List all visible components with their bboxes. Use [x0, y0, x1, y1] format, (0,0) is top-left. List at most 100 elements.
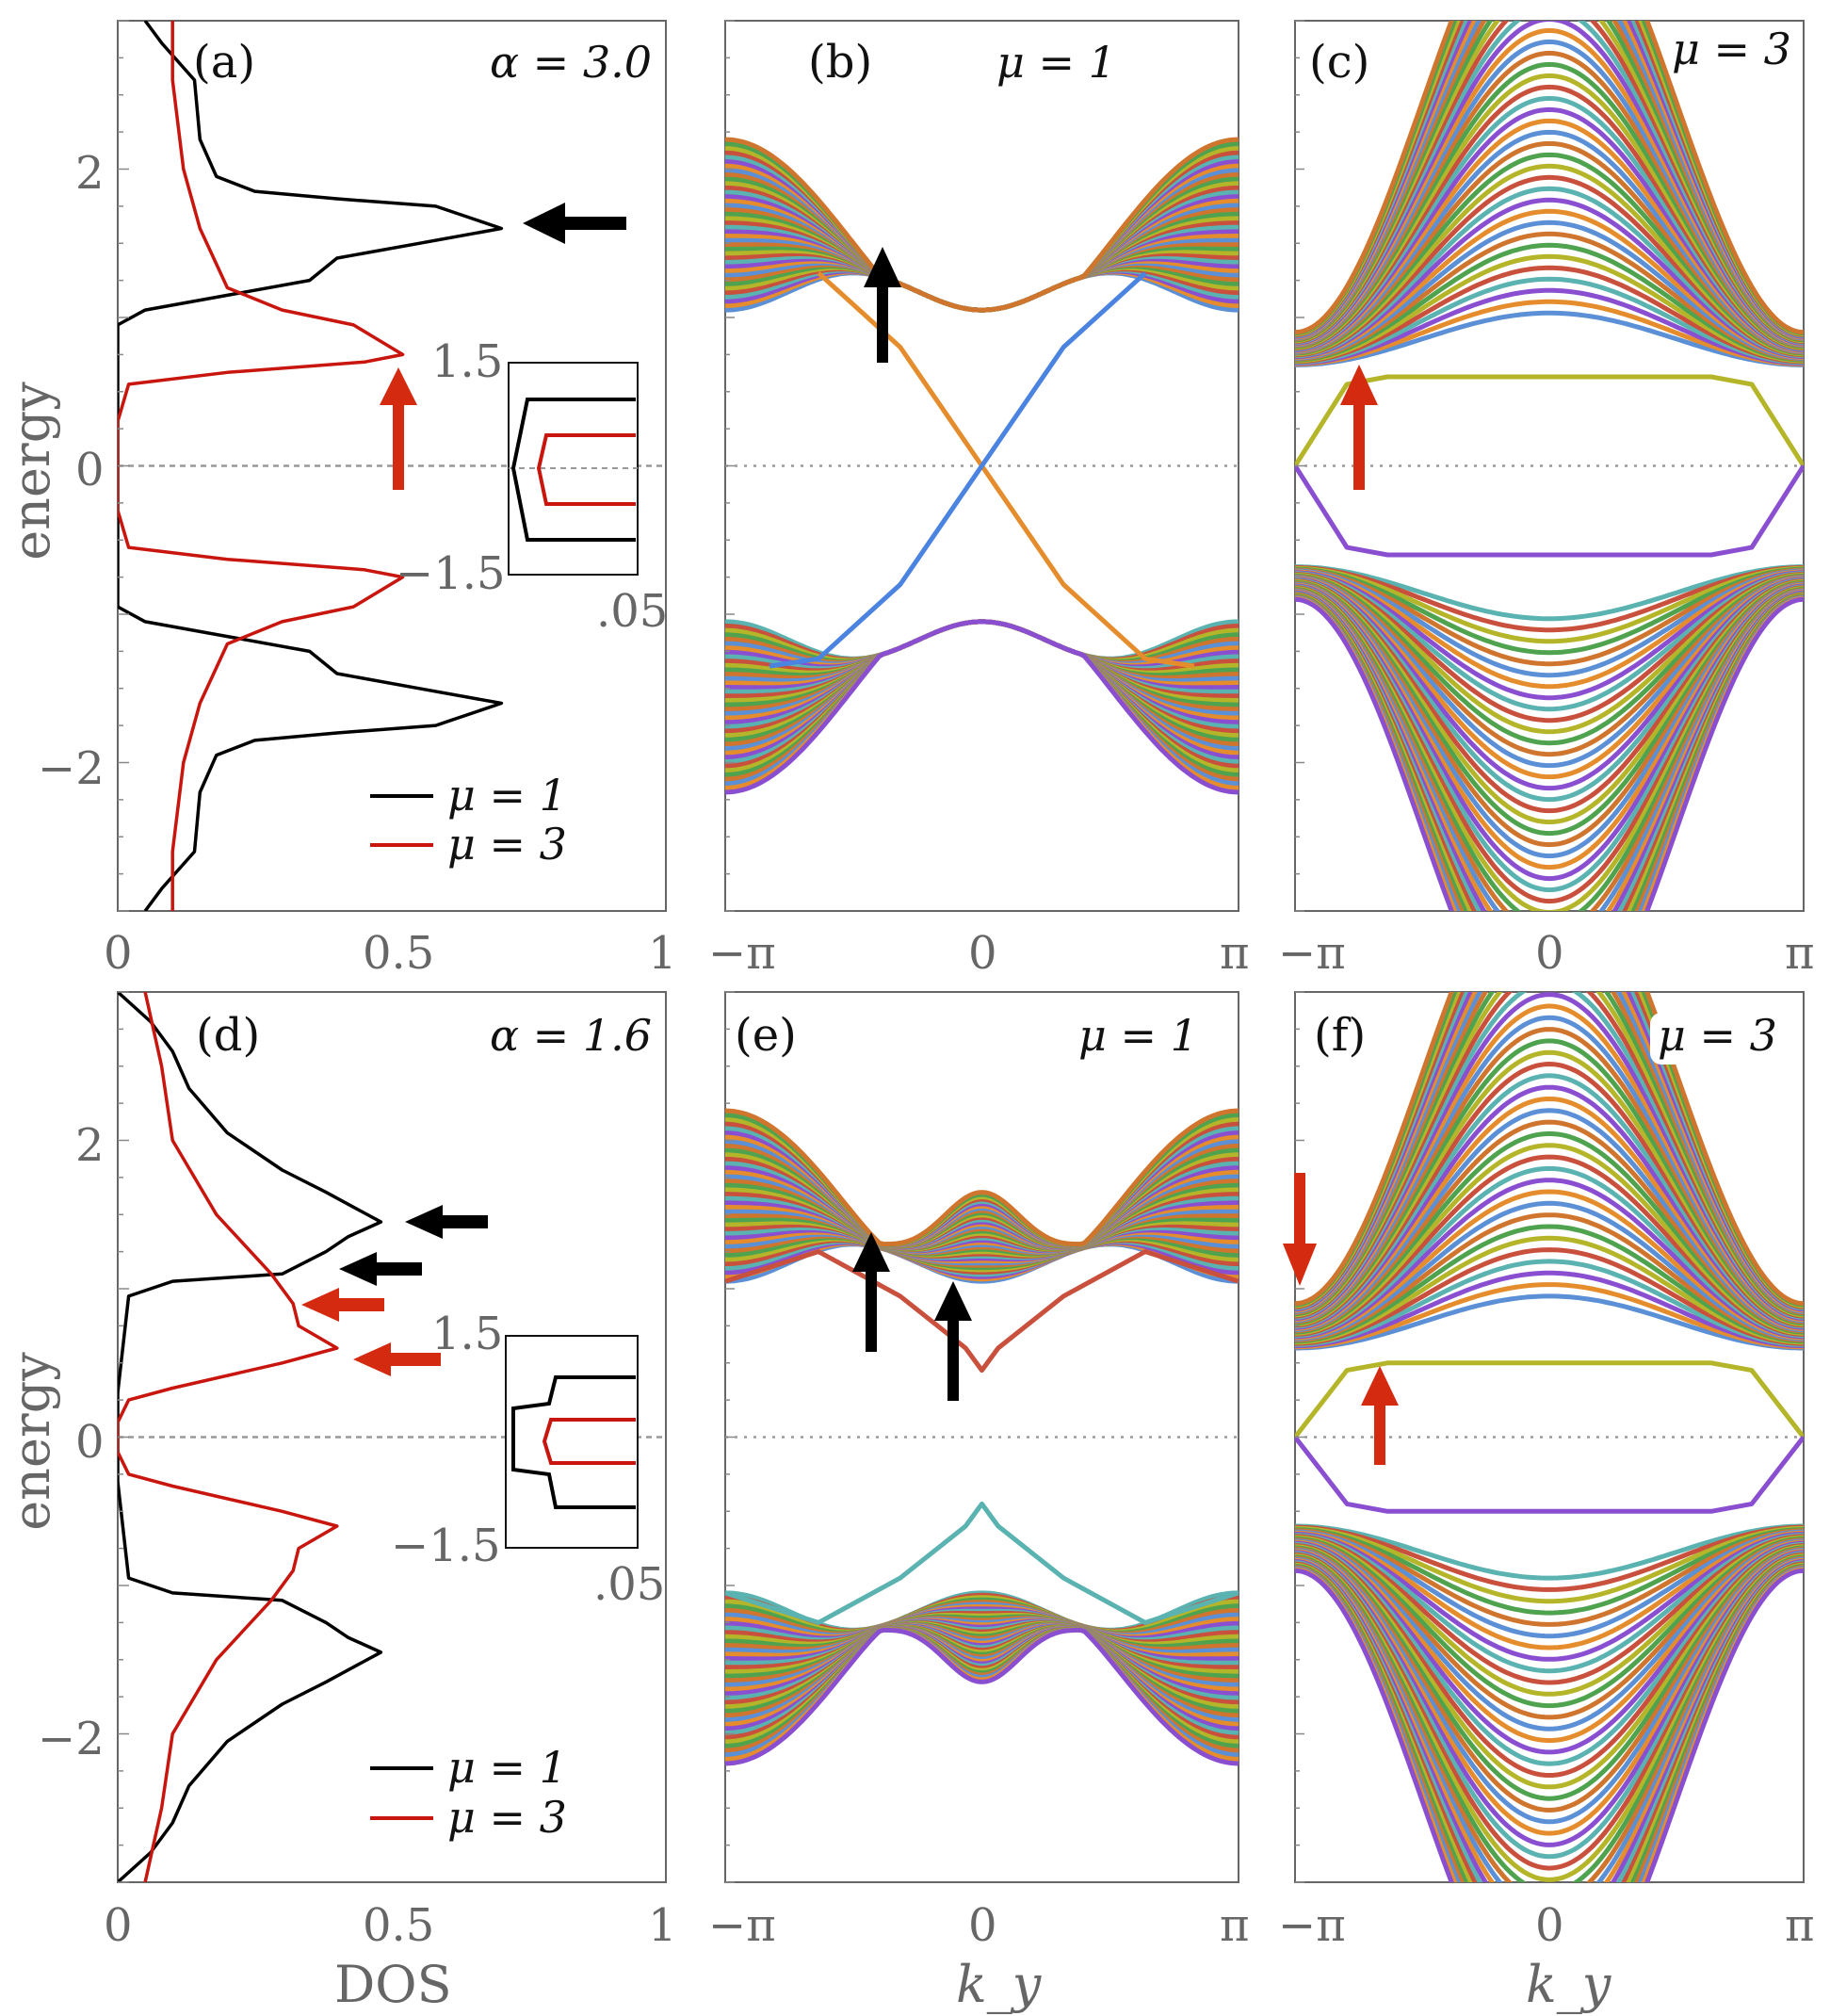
bulk-band	[1295, 299, 1804, 366]
inset-a-tick-top: 1.5	[431, 335, 503, 388]
bulk-band	[1295, 1270, 1804, 1349]
arrow-f-red-up	[1361, 1366, 1399, 1465]
inset-a-tick-x: .05	[596, 585, 668, 638]
inset-d: 1.5 −1.5 .05	[391, 1308, 665, 1611]
ticks-b: −π 0 π	[708, 927, 1250, 980]
bulk-band	[1295, 1527, 1804, 1616]
panel-b-plot	[725, 20, 1239, 912]
bulk-band	[1295, 1247, 1804, 1346]
tick-c-x-0: 0	[1535, 927, 1564, 980]
bulk-band	[1295, 21, 1804, 335]
bulk-band	[1295, 1541, 1804, 1766]
bulk-band	[1295, 310, 1804, 367]
panel-b: (b) μ = 1	[724, 20, 1239, 912]
inset-d-mu1-curve	[511, 1375, 636, 1509]
arrow-b-black	[864, 247, 901, 363]
legend-d-mu1-label: μ = 1	[447, 1742, 567, 1793]
bulk-band	[1295, 1165, 1804, 1339]
bulk-band	[1295, 1538, 1804, 1731]
tick-d-y-2: 2	[75, 1119, 105, 1172]
panel-a: (a) α = 3.0	[117, 20, 667, 912]
arrow-d-red-2	[353, 1342, 441, 1376]
tick-e-x-pi: π	[1220, 1899, 1250, 1952]
bulk-band	[1295, 1130, 1804, 1335]
inset-d-tick-top: 1.5	[431, 1308, 503, 1360]
ticks-e: −π 0 π	[708, 1899, 1250, 1952]
bulk-band	[1295, 565, 1804, 633]
panel-f-annotation-bg	[1650, 1013, 1791, 1065]
tick-d-x-1: 1	[648, 1899, 677, 1952]
bulk-band	[725, 265, 1239, 313]
panel-f-plot	[1295, 991, 1804, 1883]
arrow-e-black-1	[852, 1232, 890, 1352]
edge-state-teal	[725, 1501, 1239, 1625]
bulk-band	[1295, 1528, 1804, 1627]
panel-c-series-group	[1295, 21, 1804, 911]
bulk-band	[1295, 992, 1804, 1307]
bulk-band	[1295, 572, 1804, 723]
bulk-band	[1295, 253, 1804, 364]
inset-d-tick-bottom: −1.5	[391, 1520, 501, 1572]
ticks-a: 0 0.5 1 2 0 −2	[38, 147, 677, 980]
panel-e: (e) μ = 1	[724, 991, 1239, 1883]
bulk-band	[725, 1108, 1239, 1247]
panel-e-annotation: μ = 1	[1078, 1010, 1198, 1061]
ticks-c: −π 0 π	[1278, 927, 1815, 980]
legend-d: μ = 1 μ = 3	[370, 1742, 567, 1843]
tick-e-x-0: 0	[968, 1899, 997, 1952]
panel-c-annotation: μ = 3	[1672, 24, 1791, 74]
tick-f-x-mpi: −π	[1278, 1899, 1346, 1952]
bulk-band	[1295, 276, 1804, 366]
bulk-band	[1295, 1259, 1804, 1347]
bulk-band	[1295, 575, 1804, 769]
bulk-band	[1295, 1568, 1804, 1882]
bulk-band	[1295, 1293, 1804, 1351]
bulk-band	[1295, 231, 1804, 362]
bulk-band	[1295, 1532, 1804, 1662]
tick-a-x-1: 1	[648, 927, 677, 980]
legend-a-mu3-label: μ = 3	[447, 819, 567, 870]
panel-e-series-group	[725, 1108, 1239, 1766]
panel-f-series-group	[1295, 992, 1804, 1882]
tick-d-y-0: 0	[75, 1416, 105, 1469]
tick-c-x-pi: π	[1785, 927, 1815, 980]
bulk-band	[1295, 565, 1804, 644]
bulk-band	[1295, 1534, 1804, 1685]
panel-d-annotation: α = 1.6	[490, 1010, 652, 1061]
bulk-band	[1295, 242, 1804, 363]
arrow-c-red	[1340, 365, 1378, 490]
bulk-band	[1295, 573, 1804, 735]
bulk-band	[725, 619, 1239, 795]
panel-b-annotation: μ = 1	[996, 37, 1116, 88]
bulk-band	[1295, 1525, 1804, 1604]
bulk-band	[1295, 568, 1804, 678]
edge-state-purple	[1295, 1435, 1804, 1514]
panel-f-label-bg	[1309, 1013, 1380, 1065]
bulk-band	[1295, 1533, 1804, 1674]
bulk-band	[1295, 1224, 1804, 1344]
dos-curve-mu3	[118, 992, 339, 1882]
bulk-band	[1295, 1540, 1804, 1755]
y-axis-title-top: energy	[2, 382, 61, 561]
tick-a-y-0: 0	[75, 444, 105, 496]
tick-a-y-2: 2	[75, 147, 105, 200]
panel-e-plot	[725, 991, 1239, 1883]
tick-a-x-0: 0	[104, 927, 133, 980]
bulk-band	[1295, 564, 1804, 622]
arrow-a-black	[523, 203, 626, 244]
ticks-f: −π 0 π	[1278, 1899, 1815, 1952]
bulk-band	[1295, 1212, 1804, 1342]
tick-f-x-pi: π	[1785, 1899, 1815, 1952]
panel-f-label: (f)	[1314, 1009, 1366, 1062]
bulk-band	[1295, 186, 1804, 359]
bulk-band	[1295, 569, 1804, 690]
bulk-band	[1295, 1119, 1804, 1334]
panel-b-series-group	[725, 137, 1239, 795]
bulk-band	[1295, 174, 1804, 358]
panel-c-plot	[1295, 20, 1804, 912]
edge-state-purple	[1295, 464, 1804, 558]
legend-d-mu3-label: μ = 3	[447, 1792, 567, 1843]
inset-d-frame	[505, 1335, 639, 1549]
legend-a: μ = 1 μ = 3	[370, 770, 567, 870]
